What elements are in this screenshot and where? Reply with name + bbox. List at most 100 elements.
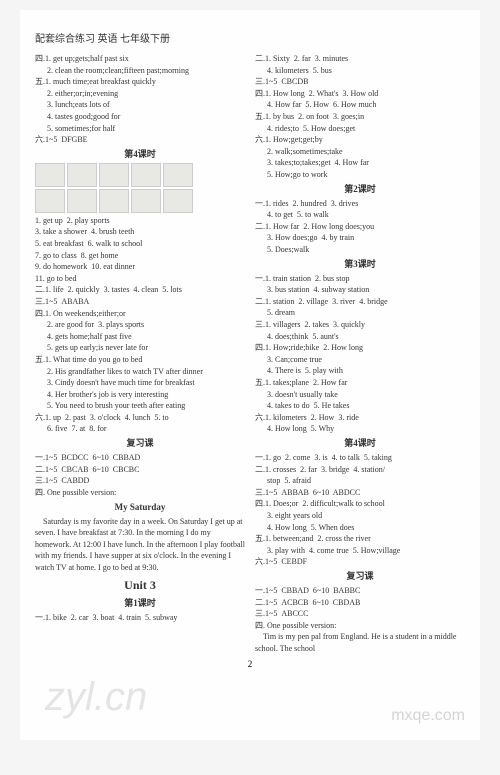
text-line: 一.1. bike 2. car 3. boat 4. train 5. sub…: [35, 612, 245, 624]
text-line: 四. One possible version:: [255, 620, 465, 632]
text-line: 3. Can;come true: [255, 354, 465, 366]
text-line: 5. sometimes;for half: [35, 123, 245, 135]
text-line: 一.1~5 CBBAD 6~10 BABBC: [255, 585, 465, 597]
section-title: My Saturday: [35, 501, 245, 514]
text-line: 五.1. much time;eat breakfast quickly: [35, 76, 245, 88]
page-header: 配套综合练习 英语 七年级下册: [35, 30, 465, 45]
text-line: 4. rides;to 5. How does;get: [255, 123, 465, 135]
text-line: 4. tastes good;good for: [35, 111, 245, 123]
text-line: 2. either;or;in;evening: [35, 88, 245, 100]
text-line: 一.1. go 2. come 3. is 4. to talk 5. taki…: [255, 452, 465, 464]
section-title: 第2课时: [255, 183, 465, 196]
text-line: 4. does;think 5. aunt's: [255, 331, 465, 343]
text-line: 2. are good for 3. plays sports: [35, 319, 245, 331]
text-line: 3. takes;to;takes;get 4. How far: [255, 157, 465, 169]
text-line: 5. Does;walk: [255, 244, 465, 256]
text-line: 2. walk;sometimes;take: [255, 146, 465, 158]
text-line: 4. to get 5. to walk: [255, 209, 465, 221]
text-line: 3. take a shower 4. brush teeth: [35, 226, 245, 238]
text-line: 四.1. How long 2. What's 3. How old: [255, 88, 465, 100]
text-line: 三.1~5 ABCCC: [255, 608, 465, 620]
text-line: 9. do homework 10. eat dinner: [35, 261, 245, 273]
text-line: 三.1~5 ABABA: [35, 296, 245, 308]
text-line: 5. How;go to work: [255, 169, 465, 181]
left-column: 四.1. get up;gets;half past six 2. clean …: [35, 53, 245, 655]
section-title: 第3课时: [255, 258, 465, 271]
text-line: 二.1~5 ACBCB 6~10 CBDAB: [255, 597, 465, 609]
text-line: 11. go to bed: [35, 273, 245, 285]
text-line: 六.1~5 CEBDF: [255, 556, 465, 568]
text-line: 三.1. villagers 2. takes 3. quickly: [255, 319, 465, 331]
text-line: 一.1~5 BCDCC 6~10 CBBAD: [35, 452, 245, 464]
page-number: 2: [35, 659, 465, 669]
text-line: 1. get up 2. play sports: [35, 215, 245, 227]
image-placeholder: [163, 163, 193, 187]
section-title: 复习课: [255, 570, 465, 583]
text-line: 4. takes to do 5. He takes: [255, 400, 465, 412]
text-line: 六.1. up 2. past 3. o'clock 4. lunch 5. t…: [35, 412, 245, 424]
image-placeholder: [67, 189, 97, 213]
text-line: 六.1. kilometers 2. How 3. ride: [255, 412, 465, 424]
text-line: 3. doesn't usually take: [255, 389, 465, 401]
text-line: 7. go to class 8. get home: [35, 250, 245, 262]
content-columns: 四.1. get up;gets;half past six 2. clean …: [35, 53, 465, 655]
text-line: 二.1. How far 2. How long does;you: [255, 221, 465, 233]
text-line: 四.1. How;ride;bike 2. How long: [255, 342, 465, 354]
right-column: 二.1. Sixty 2. far 3. minutes 4. kilomete…: [255, 53, 465, 655]
text-line: stop 5. afraid: [255, 475, 465, 487]
text-line: Saturday is my favorite day in a week. O…: [35, 516, 245, 574]
image-placeholder: [67, 163, 97, 187]
text-line: 3. play with 4. come true 5. How;village: [255, 545, 465, 557]
text-line: 四.1. get up;gets;half past six: [35, 53, 245, 65]
text-line: 二.1. life 2. quickly 3. tastes 4. clean …: [35, 284, 245, 296]
image-placeholder: [35, 189, 65, 213]
text-line: 3. How does;go 4. by train: [255, 232, 465, 244]
text-line: 六.1~5 DFGBE: [35, 134, 245, 146]
image-placeholder: [131, 163, 161, 187]
text-line: 6. five 7. at 8. for: [35, 423, 245, 435]
text-line: 2. clean the room;clean;fifteen past;mor…: [35, 65, 245, 77]
text-line: 3. Cindy doesn't have much time for brea…: [35, 377, 245, 389]
text-line: 五.1. by bus 2. on foot 3. goes;in: [255, 111, 465, 123]
text-line: 二.1. station 2. village 3. river 4. brid…: [255, 296, 465, 308]
text-line: 4. Her brother's job is very interesting: [35, 389, 245, 401]
text-line: 四.1. On weekends;either;or: [35, 308, 245, 320]
text-line: 五.1. between;and 2. cross the river: [255, 533, 465, 545]
image-placeholder: [131, 189, 161, 213]
text-line: 4. There is 5. play with: [255, 365, 465, 377]
watermark-left: zyl.cn: [45, 675, 147, 720]
text-line: Tim is my pen pal from England. He is a …: [255, 631, 465, 654]
text-line: 三.1~5 CBCDB: [255, 76, 465, 88]
text-line: 5. dream: [255, 307, 465, 319]
image-placeholder: [163, 189, 193, 213]
text-line: 五.1. What time do you go to bed: [35, 354, 245, 366]
text-line: 五.1. takes;plane 2. How far: [255, 377, 465, 389]
image-placeholder: [99, 163, 129, 187]
text-line: 四. One possible version:: [35, 487, 245, 499]
text-line: 5. gets up early;is never late for: [35, 342, 245, 354]
image-row: [35, 189, 245, 213]
text-line: 4. How long 5. When does: [255, 522, 465, 534]
text-line: 二.1. crosses 2. far 3. bridge 4. station…: [255, 464, 465, 476]
unit-title: Unit 3: [35, 577, 245, 594]
image-row: [35, 163, 245, 187]
section-title: 第1课时: [35, 597, 245, 610]
text-line: 3. lunch;eats lots of: [35, 99, 245, 111]
image-placeholder: [99, 189, 129, 213]
section-title: 第4课时: [35, 148, 245, 161]
text-line: 3. eight years old: [255, 510, 465, 522]
text-line: 2. His grandfather likes to watch TV aft…: [35, 366, 245, 378]
text-line: 三.1~5 ABBAB 6~10 ABDCC: [255, 487, 465, 499]
text-line: 二.1. Sixty 2. far 3. minutes: [255, 53, 465, 65]
image-placeholder: [35, 163, 65, 187]
watermark-right: mxqe.com: [391, 707, 465, 725]
text-line: 5. eat breakfast 6. walk to school: [35, 238, 245, 250]
text-line: 一.1. rides 2. hundred 3. drives: [255, 198, 465, 210]
text-line: 4. kilometers 5. bus: [255, 65, 465, 77]
text-line: 二.1~5 CBCAB 6~10 CBCBC: [35, 464, 245, 476]
section-title: 复习课: [35, 437, 245, 450]
section-title: 第4课时: [255, 437, 465, 450]
document-page: 配套综合练习 英语 七年级下册 四.1. get up;gets;half pa…: [20, 10, 480, 740]
text-line: 六.1. How;get;get;by: [255, 134, 465, 146]
text-line: 4. How long 5. Why: [255, 423, 465, 435]
